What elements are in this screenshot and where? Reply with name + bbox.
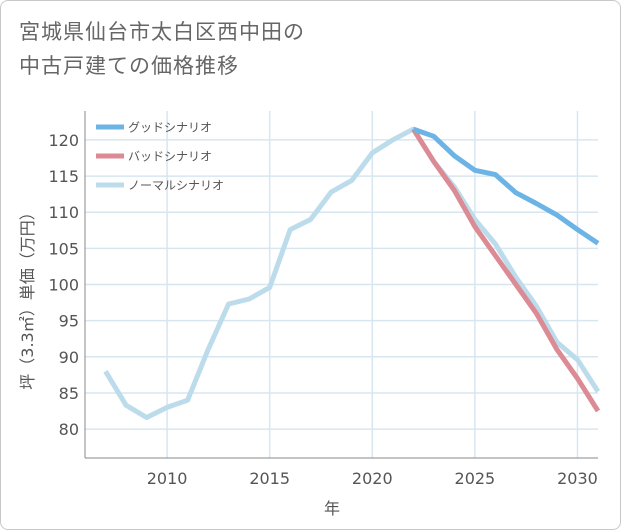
y-tick-label-115: 115	[48, 167, 79, 186]
series-line-2	[412, 126, 600, 246]
x-tick-label-2010: 2010	[147, 469, 188, 488]
y-tick-label-85: 85	[59, 384, 79, 403]
y-tick-label-110: 110	[48, 203, 79, 222]
series-lines	[103, 126, 601, 420]
chart-title: 宮城県仙台市太白区西中田の 中古戸建ての価格推移	[19, 15, 305, 83]
chart-title-line-2: 中古戸建ての価格推移	[19, 54, 239, 78]
y-tick-label-100: 100	[48, 276, 79, 295]
y-tick-labels: 80 85 90 95 100 105 110 115 120	[48, 131, 79, 439]
legend-entry-1: バッドシナリオ	[128, 150, 212, 164]
x-tick-label-2030: 2030	[557, 469, 598, 488]
y-tick-label-95: 95	[59, 312, 79, 331]
y-tick-label-105: 105	[48, 239, 79, 258]
legend-entry-2: ノーマルシナリオ	[128, 179, 224, 193]
x-tick-label-2025: 2025	[455, 469, 496, 488]
series-line-1	[411, 127, 601, 413]
legend-entry-0: グッドシナリオ	[128, 121, 212, 135]
x-tick-label-2015: 2015	[249, 469, 290, 488]
y-tick-label-80: 80	[59, 420, 79, 439]
chart-title-line-1: 宮城県仙台市太白区西中田の	[19, 20, 305, 44]
y-tick-label-90: 90	[59, 348, 79, 367]
x-tick-label-2020: 2020	[352, 469, 393, 488]
y-tick-label-120: 120	[48, 131, 79, 150]
y-axis-label: 坪（3.3㎡）単価（万円）	[18, 204, 37, 389]
series-line-0	[103, 126, 601, 420]
x-tick-labels: 2010 2015 2020 2025 2030	[147, 469, 598, 488]
x-axis-label: 年	[324, 499, 340, 518]
